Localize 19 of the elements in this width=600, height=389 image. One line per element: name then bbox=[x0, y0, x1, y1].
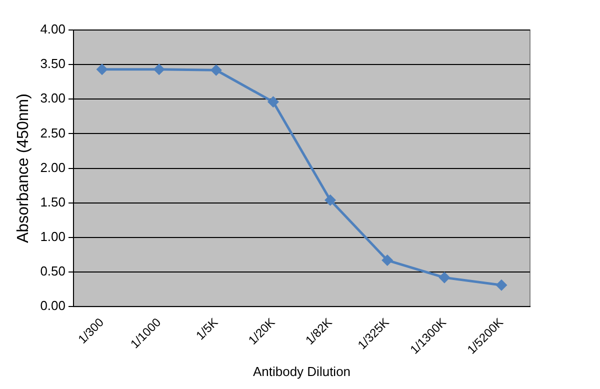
y-tick-label: 1.00 bbox=[40, 229, 66, 244]
point bbox=[210, 64, 222, 76]
point bbox=[439, 272, 450, 283]
y-tick-label: 1.50 bbox=[40, 194, 66, 210]
point bbox=[325, 194, 336, 206]
y-tick-label: 0.50 bbox=[40, 264, 66, 279]
x-axis-title: Antibody Dilution bbox=[252, 364, 351, 379]
point bbox=[154, 64, 164, 75]
y-tick-label: 2.00 bbox=[40, 160, 66, 175]
y-tick-label: 4.00 bbox=[40, 22, 66, 37]
point bbox=[496, 280, 507, 290]
point bbox=[96, 64, 108, 75]
point bbox=[268, 96, 278, 108]
y-tick-label: 2.50 bbox=[40, 125, 66, 140]
y-tick-label: 3.00 bbox=[40, 90, 66, 106]
y-axis-title: Absorbance (450nm) bbox=[15, 94, 32, 244]
point bbox=[382, 255, 393, 266]
y-tick-label: 3.50 bbox=[40, 56, 66, 72]
y-tick-label: 0.00 bbox=[40, 298, 66, 314]
